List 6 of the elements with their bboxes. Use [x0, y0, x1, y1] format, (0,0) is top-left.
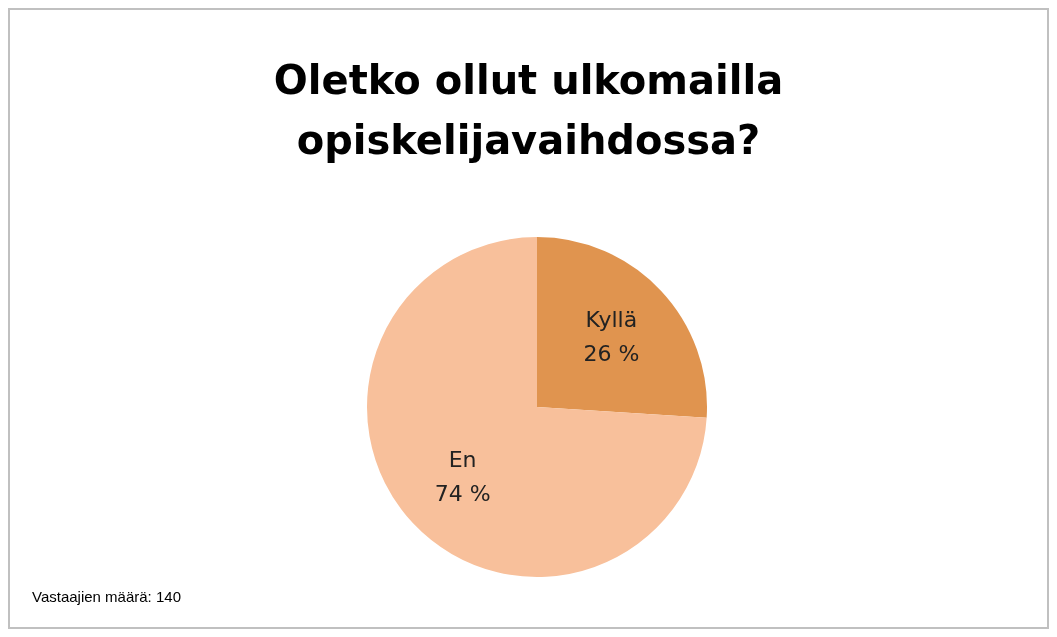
text: Vastaajien määrä: 140: [32, 588, 181, 605]
data-label: 74 %: [434, 480, 491, 506]
data-label: 26 %: [583, 340, 640, 366]
slice-label: Kyllä: [585, 306, 638, 332]
slice-label: En: [448, 446, 477, 472]
chart-title: Oletko ollut ulkomailla opiskelijavaihdossa?: [272, 56, 785, 165]
